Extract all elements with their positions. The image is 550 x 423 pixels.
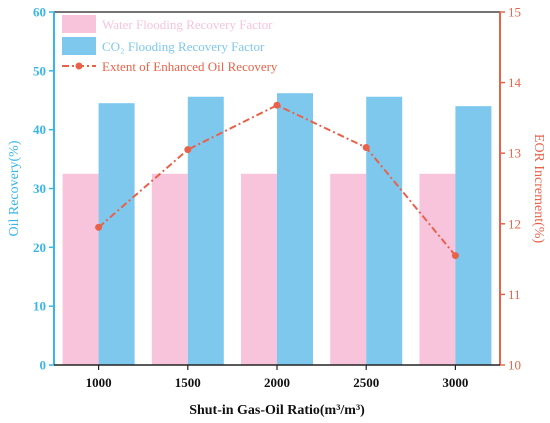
x-axis-title: Shut-in Gas-Oil Ratio(m³/m³) xyxy=(189,403,365,418)
left-tick-label-10: 10 xyxy=(33,299,46,314)
left-tick-label-60: 60 xyxy=(33,5,46,20)
bar-co2-1000 xyxy=(98,103,135,366)
right-tick-label-14: 14 xyxy=(508,75,522,90)
legend: Water Flooding Recovery Factor CO₂ Floodi… xyxy=(62,15,278,74)
right-tick-label-12: 12 xyxy=(508,216,521,231)
eor-point-1000 xyxy=(95,223,103,231)
x-tick-label-2500: 2500 xyxy=(353,375,379,390)
eor-point-2000 xyxy=(273,101,281,109)
eor-point-2500 xyxy=(362,144,370,152)
x-tick-label-1000: 1000 xyxy=(86,375,112,390)
bar-co2-1500 xyxy=(187,96,224,365)
legend-label-co2: CO₂ Flooding Recovery Factor xyxy=(102,39,265,54)
legend-swatch-co2 xyxy=(62,37,96,55)
left-tick-label-0: 0 xyxy=(40,358,47,373)
legend-label-water: Water Flooding Recovery Factor xyxy=(102,17,273,32)
axes: 0 10 20 30 40 50 60 10 11 12 13 14 15 1000 1500 2000 250… xyxy=(7,5,546,419)
bar-water-3000 xyxy=(419,173,456,365)
eor-point-3000 xyxy=(451,252,459,260)
right-tick-label-15: 15 xyxy=(508,5,521,20)
bars xyxy=(62,93,492,366)
right-tick-label-13: 13 xyxy=(508,146,521,161)
bar-water-2000 xyxy=(241,173,277,365)
x-tick-label-2000: 2000 xyxy=(264,375,290,390)
left-tick-label-40: 40 xyxy=(33,122,46,137)
bar-co2-2500 xyxy=(366,96,403,365)
x-tick-label-3000: 3000 xyxy=(442,375,468,390)
bar-co2-3000 xyxy=(455,106,492,365)
bar-water-1500 xyxy=(151,173,188,365)
legend-label-eor: Extent of Enhanced Oil Recovery xyxy=(102,59,278,74)
right-tick-label-10: 10 xyxy=(508,358,521,373)
x-tick-label-1500: 1500 xyxy=(175,375,201,390)
right-tick-label-11: 11 xyxy=(508,287,521,302)
eor-point-1500 xyxy=(184,146,192,154)
bar-water-2500 xyxy=(330,173,367,365)
left-tick-label-30: 30 xyxy=(33,181,46,196)
right-axis-title: EOR Increment(%) xyxy=(531,134,546,244)
legend-swatch-eor-marker xyxy=(75,62,83,70)
legend-swatch-water xyxy=(62,15,96,33)
eor-series-line xyxy=(97,104,457,257)
bar-water-1000 xyxy=(62,173,99,365)
left-tick-label-50: 50 xyxy=(33,63,46,78)
left-axis-title: Oil Recovery(%) xyxy=(7,140,22,236)
eor-line xyxy=(95,101,459,260)
left-tick-label-20: 20 xyxy=(33,240,46,255)
bar-co2-2000 xyxy=(277,93,313,365)
